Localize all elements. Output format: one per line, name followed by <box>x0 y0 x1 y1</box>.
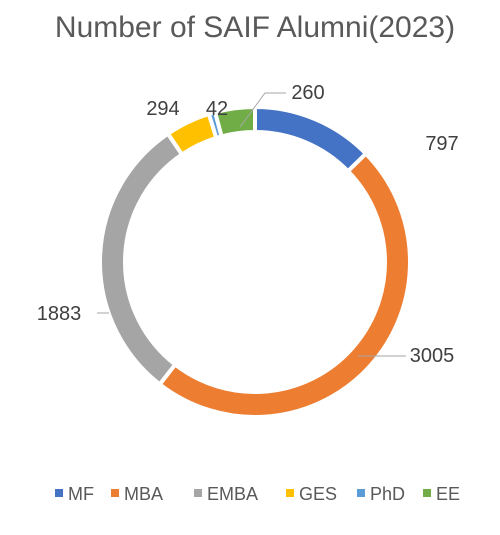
legend-item-phd: PhD <box>357 484 405 504</box>
legend-swatch-mf <box>55 489 63 497</box>
legend-swatch-mba <box>111 489 119 497</box>
data-label-phd: 42 <box>206 98 228 120</box>
legend-label-mf: MF <box>68 484 94 504</box>
legend-swatch-phd <box>357 489 365 497</box>
legend-label-emba: EMBA <box>207 484 258 504</box>
leader-line-ee <box>239 92 286 128</box>
slices-group <box>98 104 412 419</box>
legend-swatch-ges <box>286 489 294 497</box>
legend-item-mba: MBA <box>111 484 163 504</box>
data-labels-group: 797 3005 1883 294 42 260 <box>37 82 459 367</box>
data-label-emba: 1883 <box>37 303 82 325</box>
legend-swatch-ee <box>423 489 431 497</box>
data-label-mf: 797 <box>425 133 458 155</box>
leader-lines-group <box>97 92 406 357</box>
legend-label-mba: MBA <box>124 484 163 504</box>
legend-item-emba: EMBA <box>194 484 258 504</box>
legend-label-ee: EE <box>436 484 460 504</box>
chart-title: Number of SAIF Alumni(2023) <box>55 11 455 44</box>
legend-item-ges: GES <box>286 484 337 504</box>
data-label-mba: 3005 <box>410 345 455 367</box>
legend-item-mf: MF <box>55 484 94 504</box>
legend: MF MBA EMBA GES PhD EE <box>55 484 460 504</box>
legend-item-ee: EE <box>423 484 460 504</box>
legend-swatch-emba <box>194 489 202 497</box>
legend-label-phd: PhD <box>370 484 405 504</box>
data-label-ee: 260 <box>291 82 324 104</box>
data-label-ges: 294 <box>146 98 179 120</box>
slice-ee <box>212 104 257 139</box>
legend-label-ges: GES <box>299 484 337 504</box>
